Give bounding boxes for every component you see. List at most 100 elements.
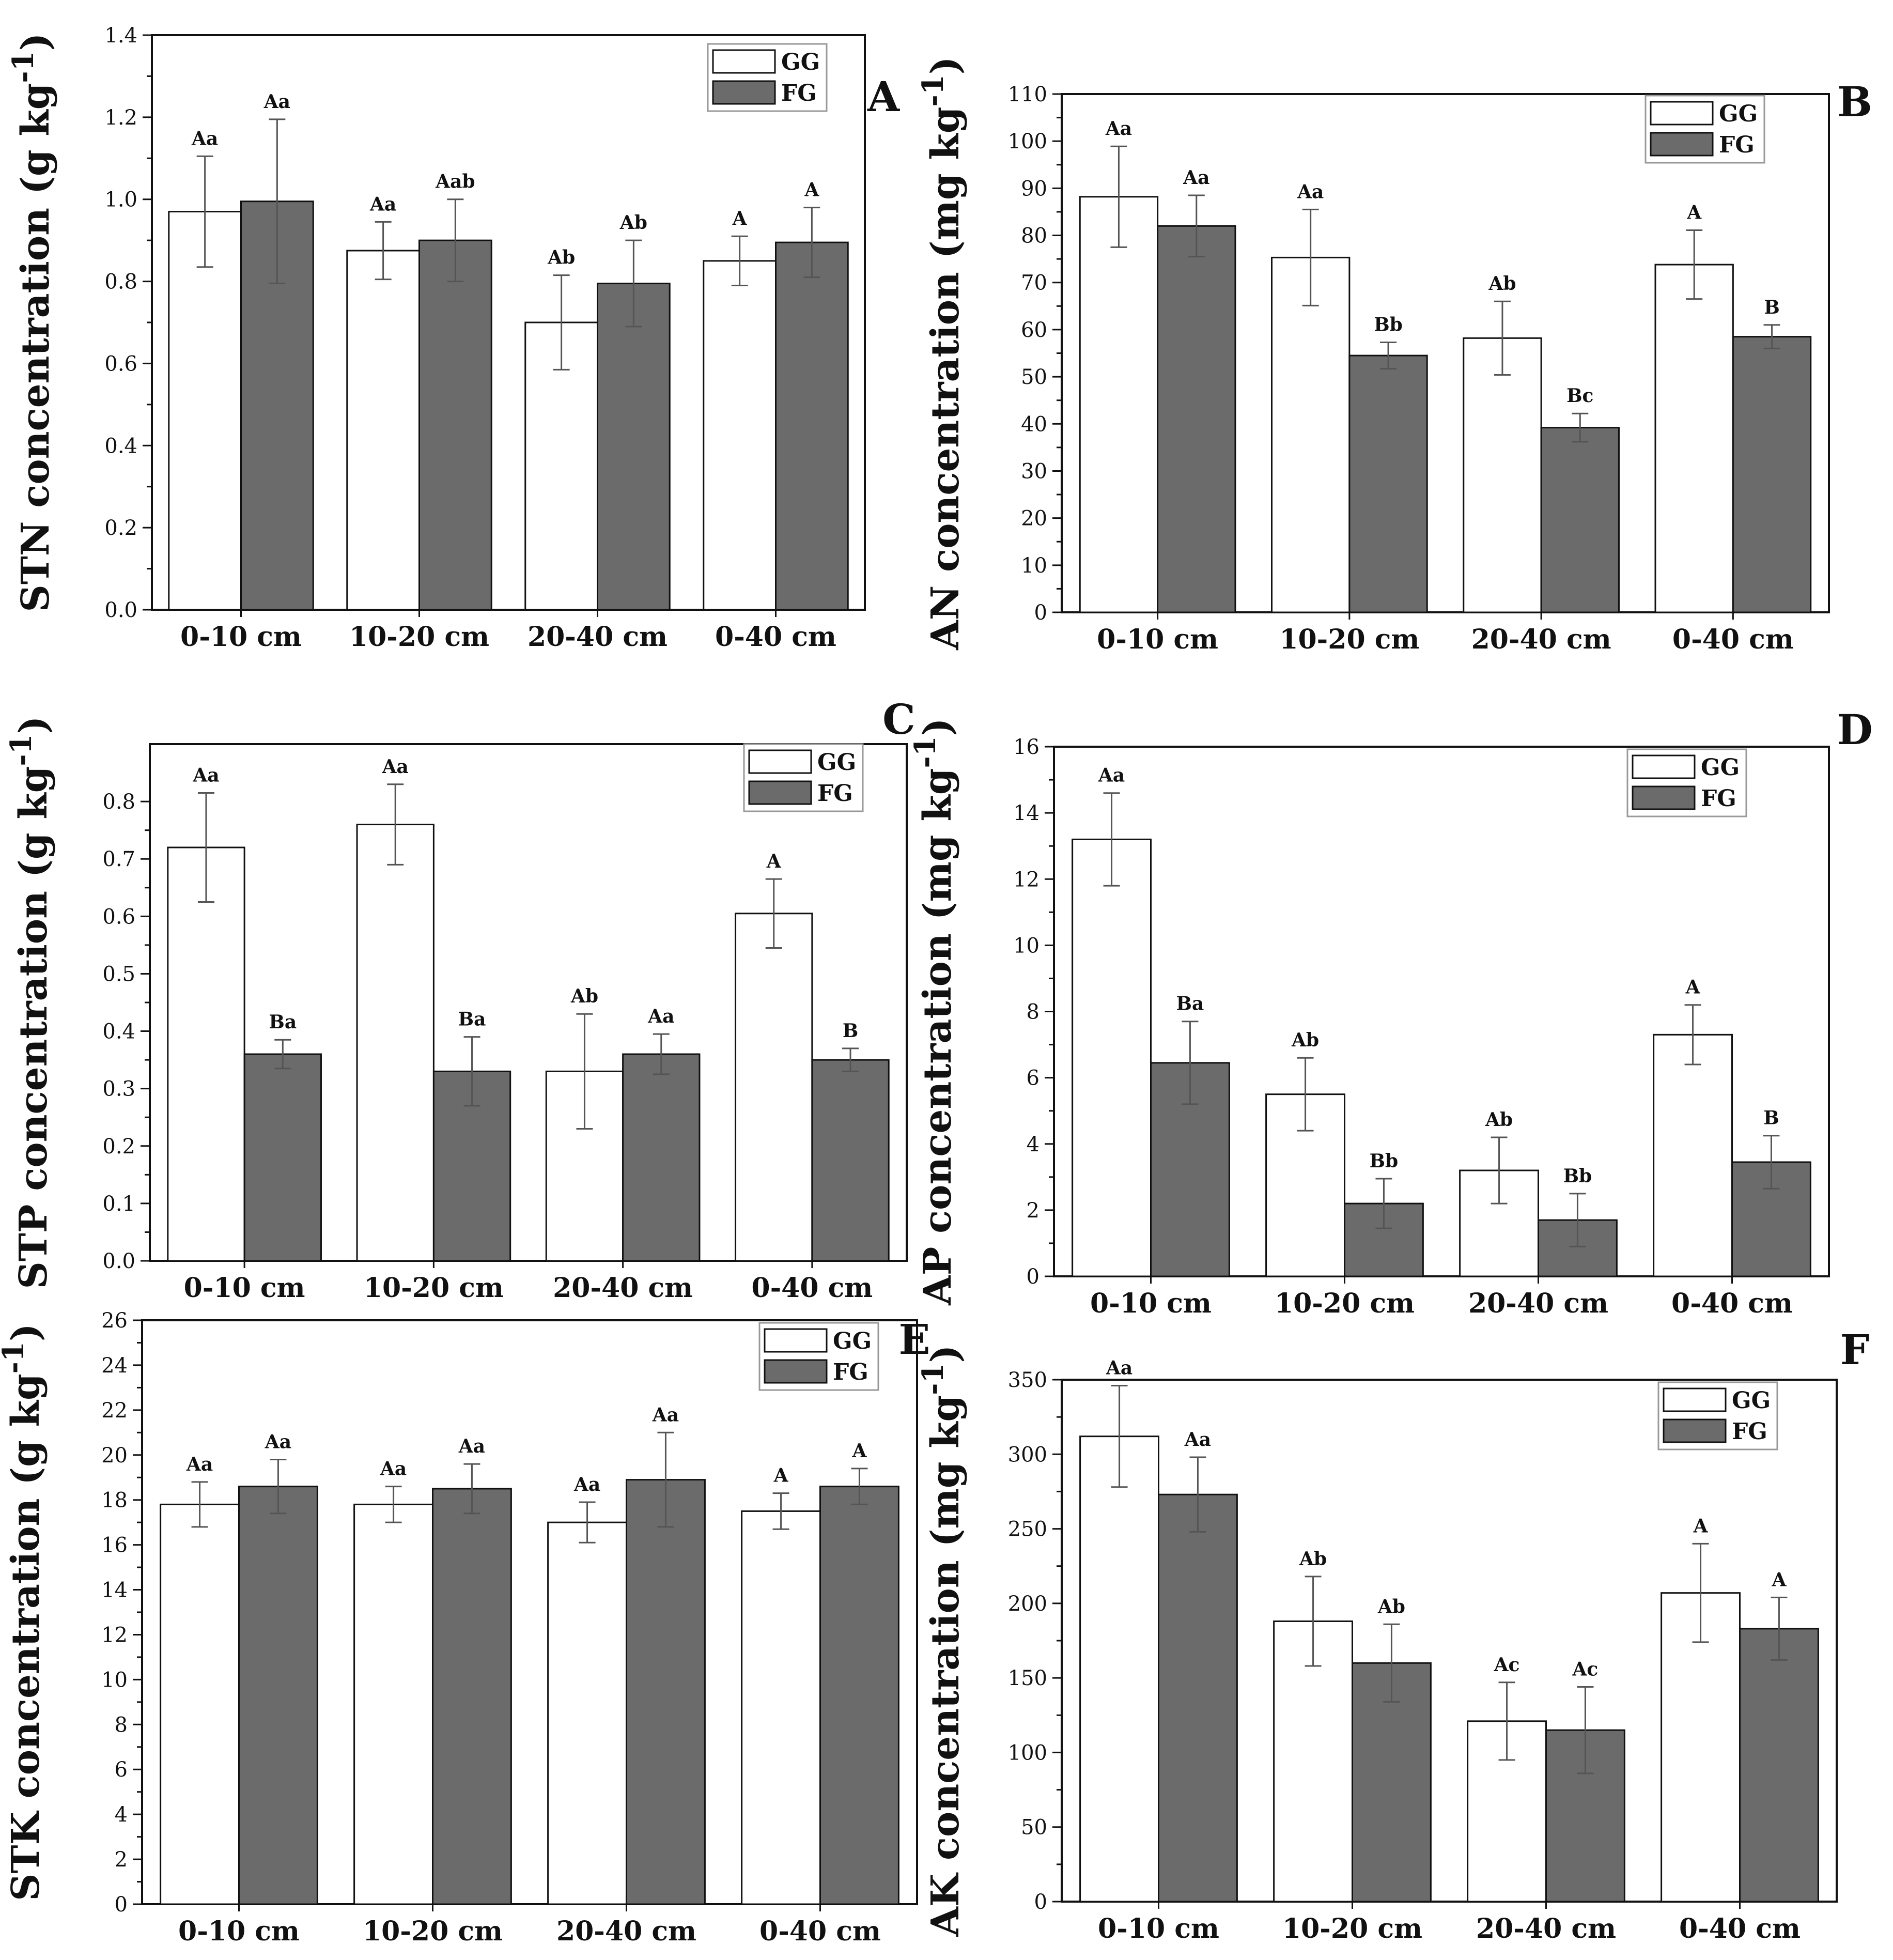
panel-c-x-category-label: 0-10 cm: [184, 1272, 305, 1304]
panel-c-ytick-label: 0.1: [102, 1192, 135, 1216]
panel-e-significance-label: Aa: [380, 1458, 407, 1480]
panel-f-significance-label: Aa: [1184, 1429, 1211, 1450]
panel-e-ytick-label: 24: [101, 1354, 128, 1378]
panel-a-legend-swatch-gg: [712, 49, 776, 74]
panel-d-y-axis-label-sup: -1: [908, 736, 942, 768]
panel-b-significance-label: Aa: [1105, 118, 1132, 140]
panel-e-significance-label: Aa: [186, 1454, 213, 1475]
panel-f-significance-label: A: [1693, 1515, 1709, 1537]
panel-a-bar-fg: [775, 241, 849, 611]
panel-c-y-axis-label-sup: -1: [4, 734, 38, 766]
panel-f-significance-label: Ab: [1299, 1548, 1327, 1570]
panel-b-bar-gg: [1463, 337, 1542, 613]
panel-b-significance-label: Aa: [1297, 181, 1324, 203]
panel-d: 0 2 4 6 8 10 12 14 16 AP concentration (mg kg-1) 0…: [908, 705, 1873, 1319]
panel-a-ytick-label: 0.8: [104, 270, 137, 294]
panel-e-y-axis-label: STK concentration (g kg-1): [0, 1323, 48, 1901]
panel-d-legend-label-fg: FG: [1701, 785, 1736, 812]
panel-a-significance-label: Aa: [263, 91, 290, 113]
panel-a-x-category-label: 0-40 cm: [715, 621, 836, 653]
panel-d-ytick-label: 10: [1013, 934, 1039, 958]
panel-c-ytick-label: 0.0: [102, 1249, 135, 1273]
panel-d-significance-label: Bb: [1370, 1150, 1399, 1172]
panel-f-x-category-label: 0-40 cm: [1679, 1913, 1801, 1944]
panel-d-significance-label: Ba: [1176, 993, 1204, 1015]
panel-f-y-axis-label-sup: -1: [916, 1363, 950, 1395]
panel-b-significance-label: A: [1686, 202, 1702, 224]
panel-b-y-axis-label: AN concentration (mg kg-1): [916, 56, 968, 650]
panel-a-ytick-label: 0.2: [104, 516, 137, 540]
panel-e-ytick-label: 4: [115, 1803, 128, 1827]
panel-c-y-axis-label: STP concentration (g kg-1): [4, 716, 56, 1289]
panel-c-bar-fg: [622, 1053, 701, 1262]
panel-b-x-category-label: 20-40 cm: [1471, 624, 1611, 655]
panel-b-significance-label: Bb: [1374, 314, 1403, 336]
panel-a-y-axis-label-main: STN concentration (g kg: [13, 83, 58, 612]
panel-f-ytick-label: 50: [1021, 1816, 1047, 1840]
panel-a-ytick-label: 1.2: [104, 106, 137, 130]
panel-a-y-axis-label-sup: -1: [6, 51, 40, 83]
panel-c-legend-swatch-fg: [748, 780, 812, 805]
panel-b-ytick-label: 30: [1021, 459, 1047, 483]
panel-e-legend-swatch-gg: [764, 1328, 828, 1353]
panel-d-y-axis-label: AP concentration (mg kg-1): [908, 718, 960, 1305]
panel-d-legend: GG FG: [1626, 748, 1747, 817]
panel-d-significance-label: B: [1763, 1107, 1779, 1129]
panel-b-bar-gg: [1079, 196, 1159, 613]
panel-a-significance-label: A: [732, 208, 748, 229]
panel-c-legend-label-gg: GG: [817, 749, 856, 776]
panel-c-ytick-label: 0.2: [102, 1135, 135, 1159]
panel-c-ytick-label: 0.6: [102, 905, 135, 929]
panel-c: 0.0 0.1 0.2 0.3 0.4 0.5 0.6 0.7 0.8 STP concentra…: [4, 695, 916, 1304]
panel-b-bar-fg: [1732, 336, 1812, 613]
panel-b-ytick-label: 40: [1021, 412, 1047, 436]
panel-e-ytick-label: 20: [101, 1444, 128, 1468]
panel-c-y-axis-label-close: ): [11, 716, 56, 734]
panel-c-significance-label: Aa: [647, 1006, 674, 1027]
panel-b-significance-label: Aa: [1183, 167, 1209, 189]
panel-c-legend-label-fg: FG: [817, 780, 853, 807]
panel-a-legend: GG FG: [707, 43, 828, 112]
panel-f-ytick-label: 150: [1008, 1666, 1047, 1690]
panel-e-ytick-label: 2: [115, 1848, 128, 1872]
panel-c-legend: GG FG: [743, 743, 864, 812]
panel-a-ytick-label: 1.0: [104, 188, 137, 212]
panel-b-significance-label: B: [1764, 297, 1779, 318]
panel-a-significance-label: Aab: [435, 171, 475, 193]
panel-c-x-category-label: 0-40 cm: [751, 1272, 873, 1304]
panel-b-significance-label: Ab: [1488, 273, 1516, 295]
panel-c-ytick-label: 0.7: [102, 847, 135, 871]
panel-e-y-axis-label-main: STK concentration (g kg: [4, 1373, 48, 1901]
panel-c-significance-label: Ba: [269, 1011, 297, 1033]
panel-f-significance-label: Ab: [1377, 1596, 1405, 1617]
panel-c-significance-label: B: [843, 1020, 858, 1042]
panel-d-ytick-label: 4: [1027, 1133, 1039, 1156]
panel-f-ytick-label: 250: [1008, 1518, 1047, 1541]
panel-f-ytick-label: 350: [1008, 1368, 1047, 1392]
panel-c-bar-fg: [811, 1059, 890, 1262]
panel-b-ytick-label: 60: [1021, 318, 1047, 342]
panel-d-ytick-label: 6: [1027, 1067, 1039, 1090]
panel-b-y-axis-label-sup: -1: [916, 74, 950, 106]
panel-b-ytick-label: 110: [1008, 83, 1047, 106]
panel-b-legend-swatch-gg: [1650, 101, 1714, 126]
panel-e-bar-fg: [432, 1488, 512, 1905]
panel-d-significance-label: Aa: [1098, 765, 1125, 786]
panel-a-ytick-label: 1.4: [104, 24, 137, 48]
panel-e-x-category-label: 0-40 cm: [759, 1916, 881, 1947]
panel-e-x-category-label: 0-10 cm: [178, 1916, 300, 1947]
panel-f-legend-swatch-fg: [1663, 1418, 1727, 1443]
panel-a-bar-fg: [597, 283, 671, 611]
panel-b-bar-fg: [1540, 427, 1620, 613]
panel-b-x-category-label: 0-10 cm: [1097, 624, 1218, 655]
panel-d-ytick-label: 0: [1027, 1265, 1039, 1289]
panel-e-ytick-label: 22: [101, 1399, 128, 1423]
panel-f-panel-letter: F: [1840, 1325, 1870, 1374]
panel-f-legend: GG FG: [1657, 1381, 1778, 1450]
panel-b-x-category-label: 0-40 cm: [1672, 624, 1794, 655]
panel-a-significance-label: Ab: [619, 212, 647, 234]
panel-f-ytick-label: 300: [1008, 1443, 1047, 1467]
panel-a-y-axis-label-close: ): [13, 33, 58, 51]
panel-e-ytick-label: 16: [101, 1534, 128, 1557]
